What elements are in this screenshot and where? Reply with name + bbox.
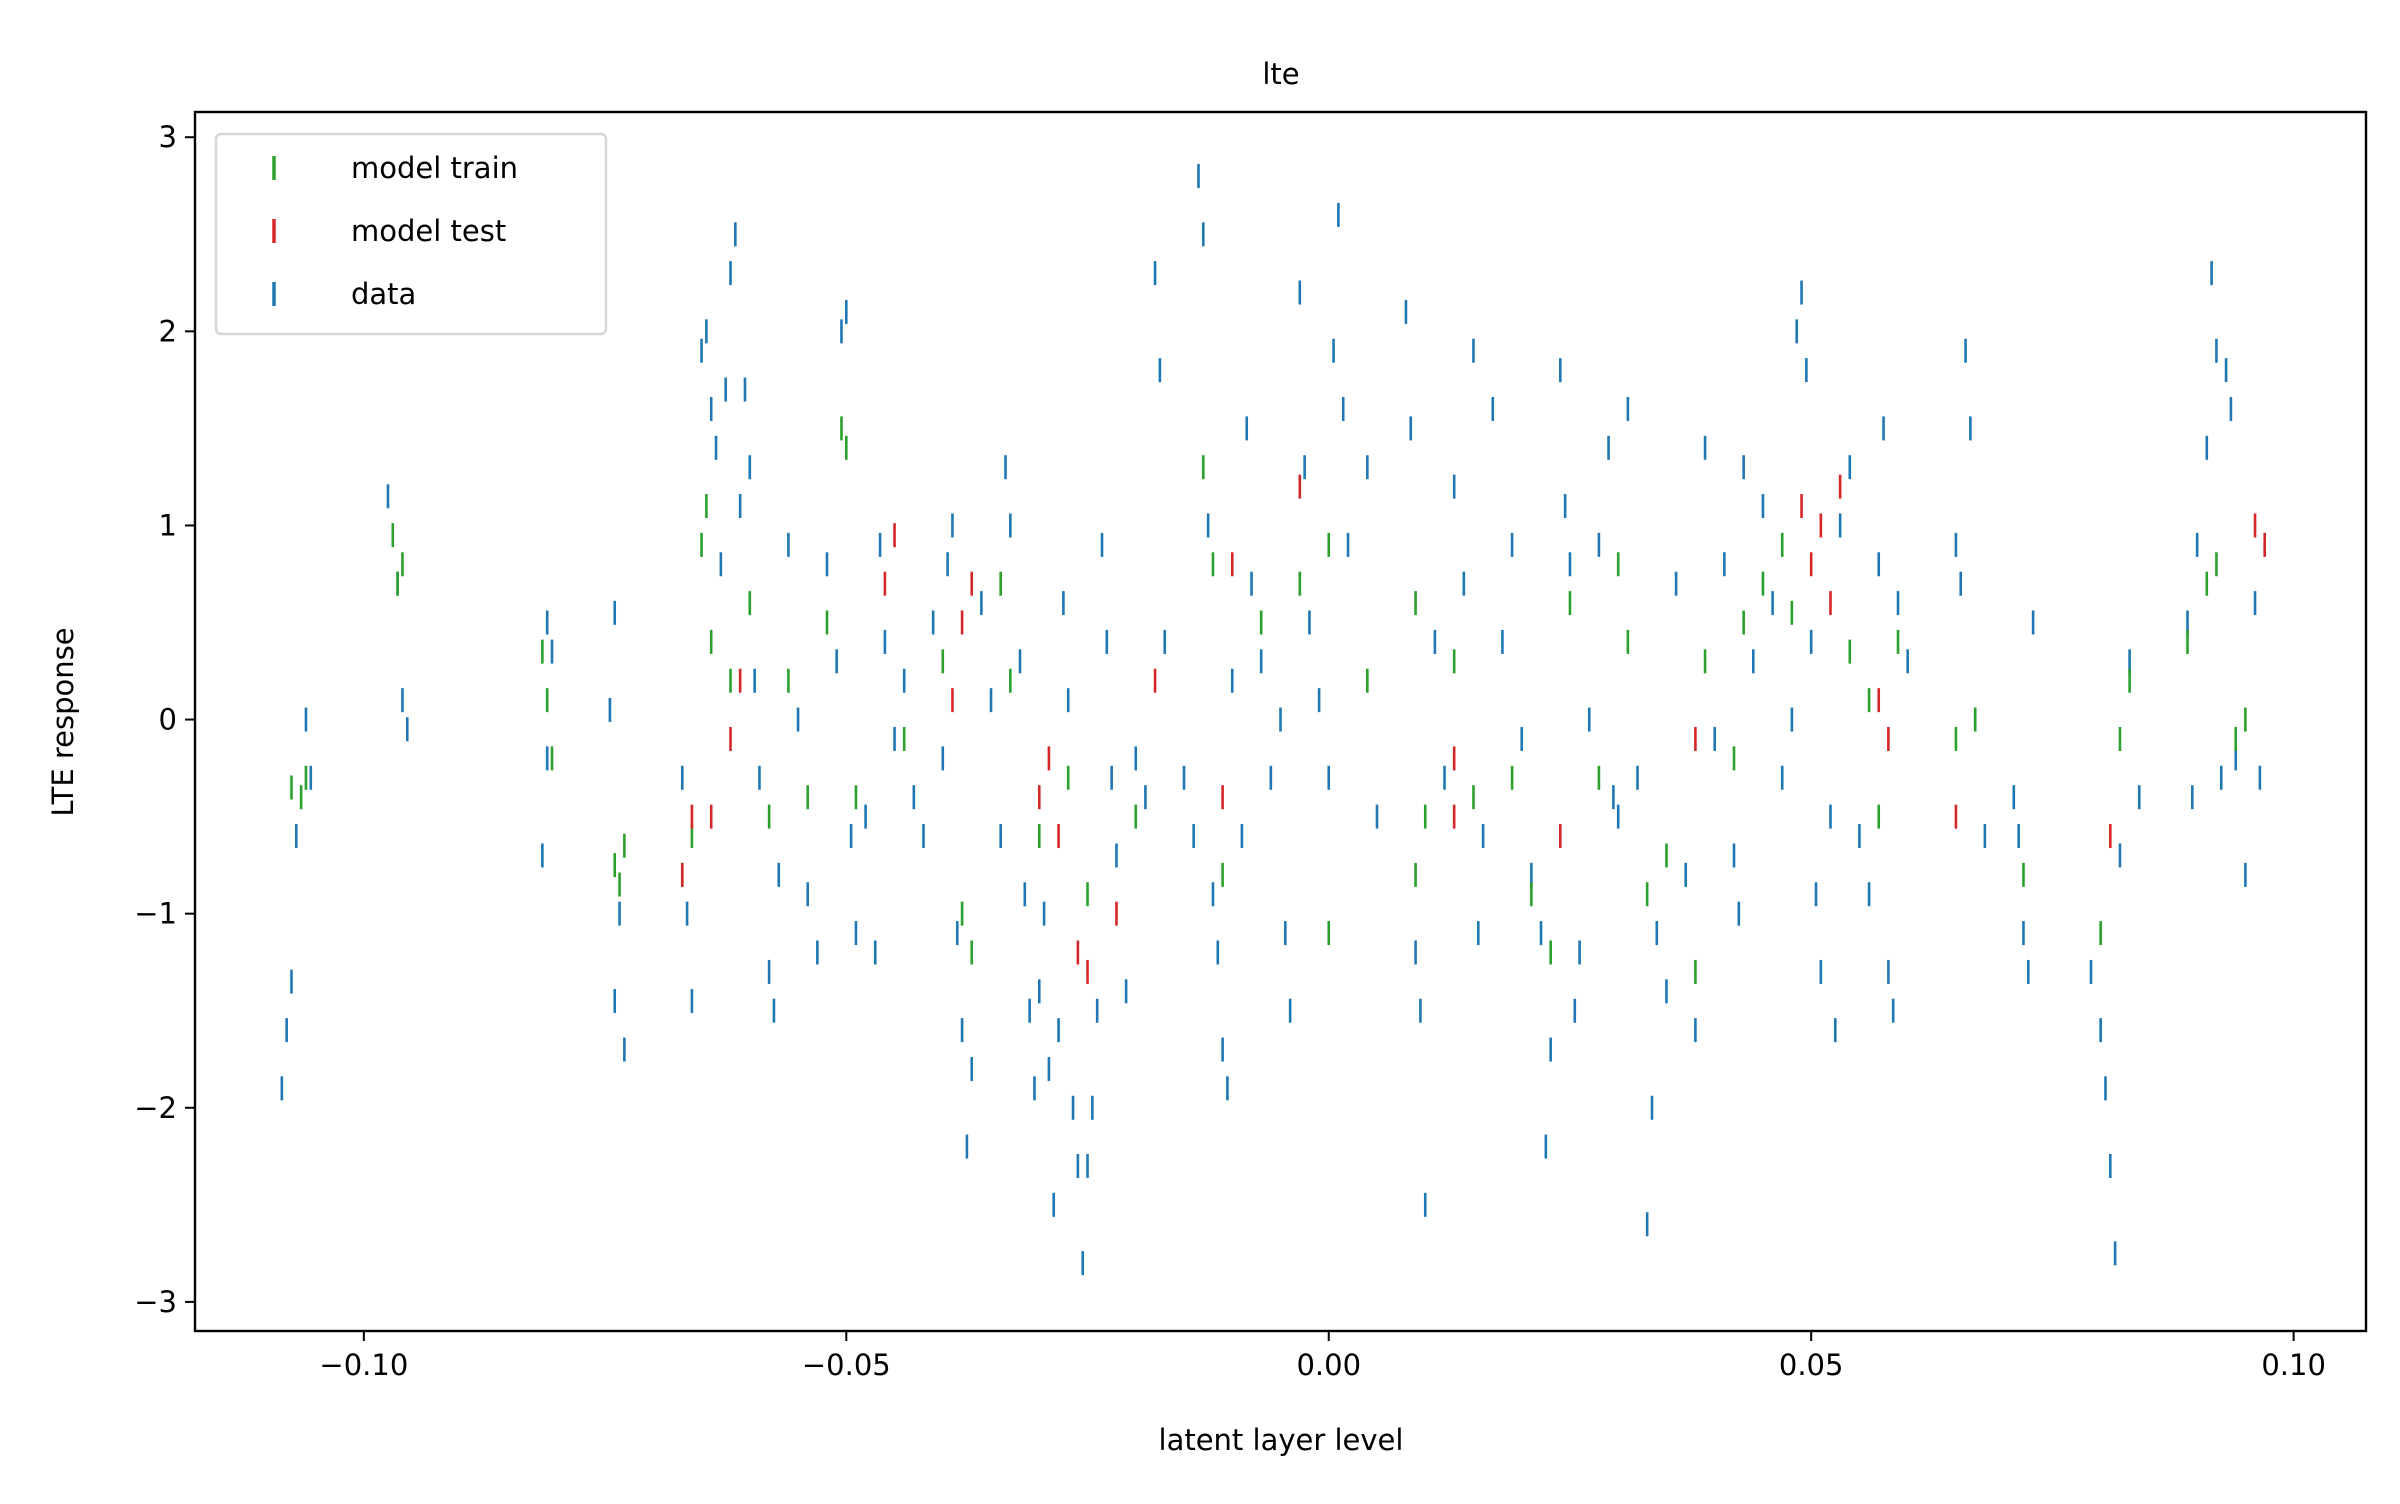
x-tick-label: 0.00 [1296,1348,1361,1382]
axes-frame [193,110,2368,1333]
y-tick-label: 2 [159,314,177,348]
y-axis-ticks: 3 2 1 0 −1 −2 −3 [134,120,195,1319]
y-tick-label: 0 [159,703,177,737]
legend-label: model train [351,151,518,185]
y-tick-label: 3 [159,120,177,154]
y-tick-label: −2 [134,1091,177,1125]
x-tick-label: 0.10 [2261,1348,2326,1382]
y-axis-label: LTE response [46,627,80,816]
y-tick-label: 1 [159,508,177,542]
chart-title: lte [1262,57,1299,91]
legend-label: model test [351,214,506,248]
x-axis-label: latent layer level [1159,1423,1404,1457]
x-tick-label: 0.05 [1779,1348,1844,1382]
y-tick-label: −1 [134,897,177,931]
x-tick-label: −0.05 [802,1348,891,1382]
legend-label: data [351,277,416,311]
plot-marks [280,164,2266,1276]
legend-box [214,132,608,336]
x-tick-label: −0.10 [319,1348,408,1382]
y-tick-label: −3 [134,1285,177,1319]
x-axis-ticks: −0.10 −0.05 0.00 0.05 0.10 [319,1331,2326,1382]
legend: model train model test data [214,132,608,336]
